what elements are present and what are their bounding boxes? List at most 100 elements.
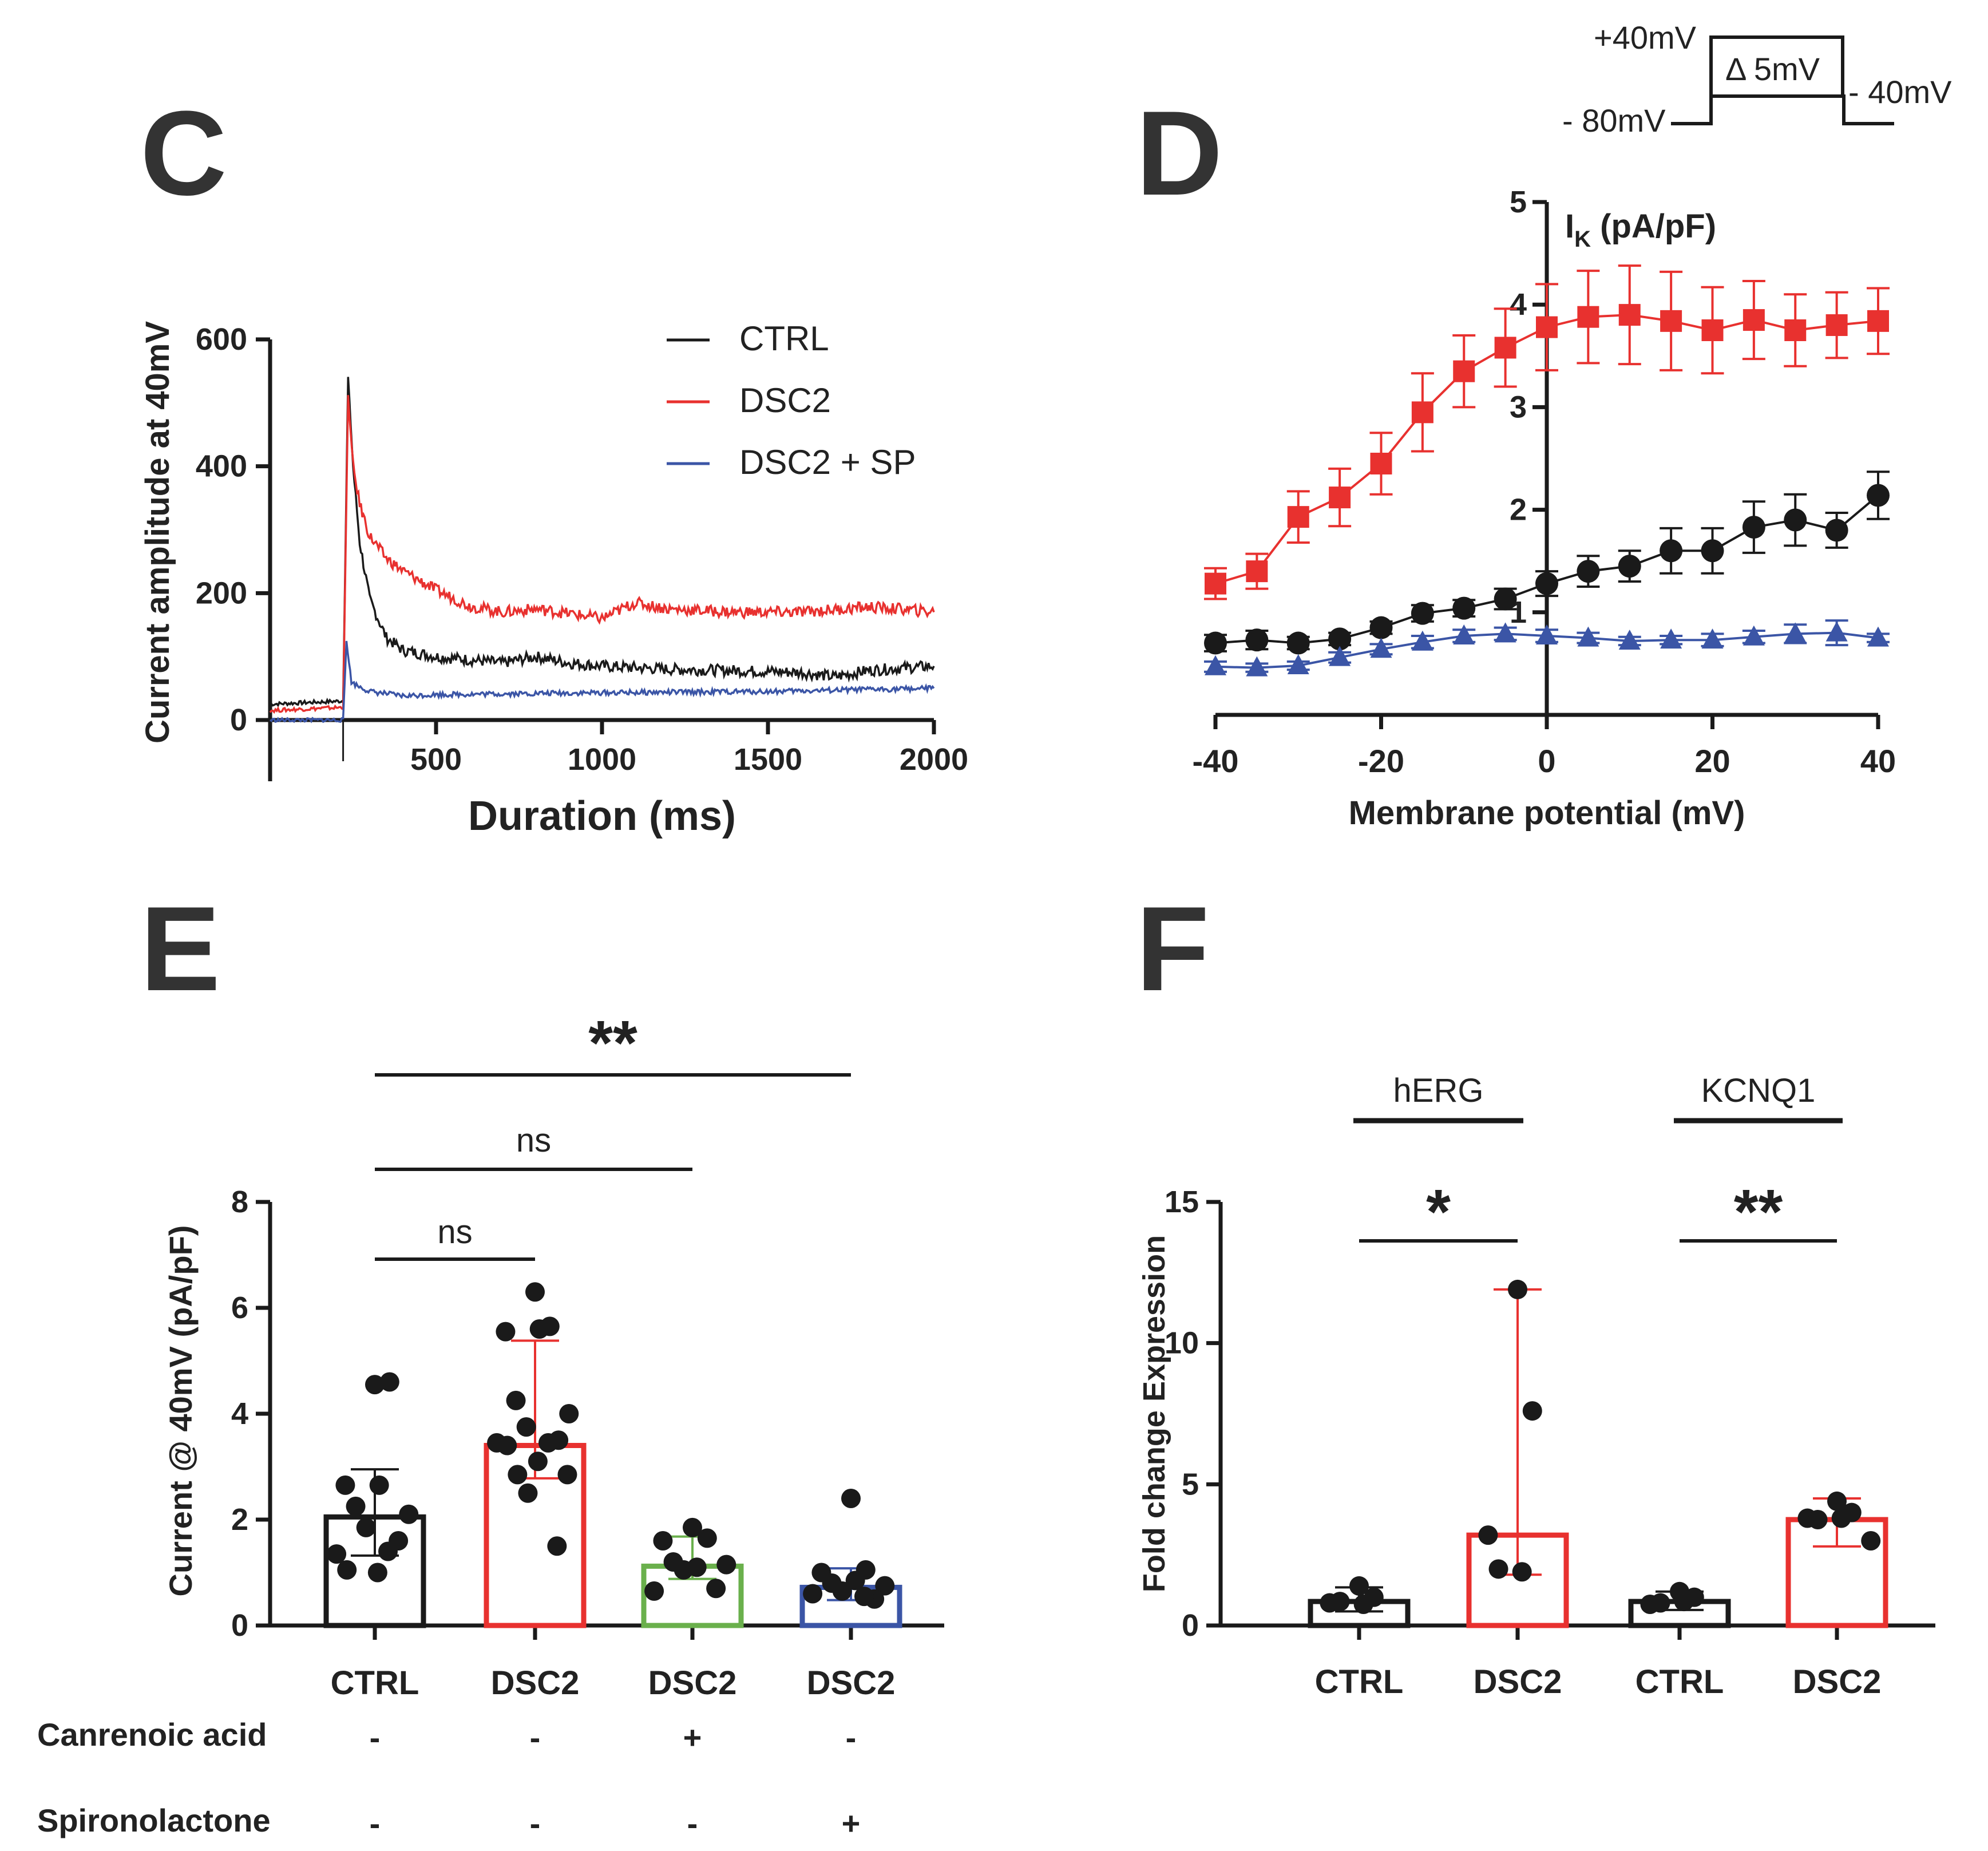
y-tick-label: 600: [196, 322, 247, 357]
data-point-circle: [1825, 519, 1848, 542]
significance-label: ns: [437, 1213, 472, 1251]
data-point: [1478, 1525, 1498, 1545]
data-point: [497, 1435, 517, 1456]
data-point-triangle: [1743, 625, 1765, 646]
treatment-row-value: -: [530, 1719, 541, 1755]
significance-label: *: [1426, 1177, 1451, 1247]
treatment-row-value: -: [846, 1719, 857, 1755]
data-point-triangle: [1577, 626, 1599, 647]
data-point-triangle: [1370, 638, 1392, 658]
x-tick-label: 40: [1860, 743, 1896, 779]
treatment-row-label: Spironolactone: [37, 1802, 271, 1838]
data-point-circle: [1204, 631, 1227, 655]
data-point: [644, 1581, 664, 1601]
data-point: [525, 1282, 545, 1302]
data-point-circle: [1701, 539, 1724, 563]
data-point: [379, 1372, 399, 1392]
data-point: [841, 1489, 861, 1508]
data-point-triangle: [1494, 622, 1516, 643]
y-tick-label: 3: [1510, 390, 1527, 424]
protocol-trace: [1671, 35, 1894, 125]
trace-dsc2-sp: [270, 640, 935, 723]
panel-letter-c: C: [140, 86, 227, 220]
data-point: [518, 1483, 538, 1503]
data-point-circle: [1742, 516, 1765, 539]
data-point: [356, 1517, 376, 1537]
data-point: [369, 1475, 389, 1495]
trace-ctrl: [270, 377, 935, 707]
data-point: [1330, 1592, 1350, 1612]
data-point: [365, 1375, 385, 1395]
data-point: [399, 1504, 419, 1524]
treatment-row-value: -: [370, 1805, 381, 1841]
y-axis-title: Fold change Expression: [1137, 1235, 1171, 1592]
data-point-circle: [1618, 555, 1641, 578]
protocol-right-label: - 40mV: [1848, 74, 1952, 110]
data-point-circle: [1286, 631, 1310, 655]
category-label: DSC2: [807, 1664, 896, 1702]
panel-letter-f: F: [1136, 881, 1209, 1016]
data-point: [327, 1544, 347, 1564]
data-point-triangle: [1784, 622, 1807, 643]
significance-label: **: [1734, 1177, 1783, 1247]
data-point-square: [1453, 360, 1475, 382]
data-point-triangle: [1205, 655, 1226, 675]
x-axis-title: Membrane potential (mV): [1349, 794, 1745, 832]
data-point-triangle: [1287, 654, 1309, 674]
data-point-circle: [1867, 484, 1890, 507]
data-point: [706, 1579, 726, 1599]
treatment-row-value: +: [683, 1719, 702, 1755]
y-tick-label: 0: [1182, 1608, 1199, 1643]
panel-letter-e: E: [140, 881, 220, 1016]
chart-e-current-bars: 0 2 4 6 8 Current @ 40mV (pA/pF) CTRL DSC2 DSC2 D…: [37, 1008, 944, 1841]
y-axis-title: Current amplitude at 40mV: [139, 321, 176, 743]
y-tick-label: 0: [230, 703, 247, 737]
y-tick-label: 2: [231, 1502, 248, 1537]
data-point-square: [1205, 572, 1226, 595]
data-point: [538, 1433, 559, 1453]
data-point: [697, 1528, 717, 1548]
treatment-row-value: -: [687, 1805, 698, 1841]
data-point: [506, 1390, 526, 1410]
category-label: DSC2: [648, 1664, 737, 1702]
data-point: [1831, 1508, 1851, 1528]
category-label: CTRL: [331, 1664, 419, 1702]
gene-group-label: hERG: [1393, 1072, 1484, 1109]
panel-letter-d: D: [1136, 86, 1223, 220]
data-point: [845, 1571, 865, 1591]
legend-label: DSC2 + SP: [739, 443, 916, 481]
gene-group-label: KCNQ1: [1701, 1072, 1816, 1109]
y-axis-title: IK (pA/pF): [1565, 208, 1716, 252]
treatment-row-value: -: [370, 1719, 381, 1755]
protocol-top-label: +40mV: [1594, 19, 1697, 56]
x-tick-label: -20: [1358, 743, 1404, 779]
y-tick-label: 15: [1165, 1185, 1199, 1219]
legend-label: DSC2: [739, 381, 831, 420]
data-point: [653, 1531, 673, 1551]
y-tick-label: 6: [231, 1291, 248, 1325]
category-label: DSC2: [1474, 1663, 1562, 1700]
protocol-left-label: - 80mV: [1562, 102, 1666, 139]
chart-f-expression-bars: 0 5 10 15 Fold change Expression CTRL DSC2 CTRL…: [1137, 1072, 1935, 1700]
y-tick-label: 4: [231, 1397, 248, 1431]
data-point-circle: [1452, 596, 1476, 620]
y-tick-label: 200: [196, 576, 247, 610]
data-point-square: [1246, 560, 1268, 583]
data-point-square: [1536, 316, 1558, 338]
data-point-square: [1411, 401, 1433, 424]
data-point: [378, 1541, 398, 1561]
data-point-triangle: [1536, 624, 1558, 645]
data-point-square: [1867, 310, 1889, 332]
data-point: [516, 1417, 536, 1437]
data-point-square: [1825, 314, 1848, 337]
x-tick-label: 500: [410, 742, 462, 777]
data-point-triangle: [1453, 624, 1475, 645]
data-point: [1808, 1510, 1828, 1529]
data-point-circle: [1577, 560, 1600, 583]
data-point-circle: [1245, 628, 1269, 652]
category-label: DSC2: [1793, 1663, 1882, 1700]
data-point: [1512, 1562, 1532, 1582]
data-point: [875, 1576, 895, 1596]
